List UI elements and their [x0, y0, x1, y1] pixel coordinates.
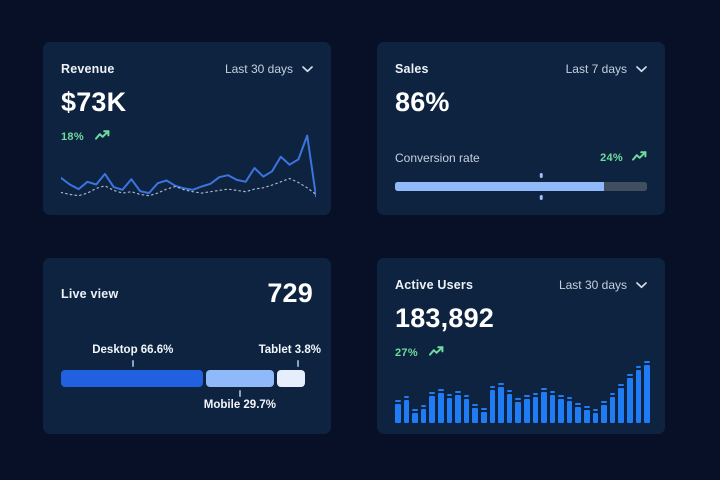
user-bar: [395, 399, 401, 423]
user-bar: [609, 392, 616, 423]
sales-card-title: Sales: [395, 62, 429, 76]
live-view-title: Live view: [61, 286, 119, 301]
tablet-segment-label: Tablet 3.8%: [258, 344, 321, 356]
active-users-title: Active Users: [395, 278, 474, 292]
user-bar: [618, 384, 625, 423]
revenue-card-title: Revenue: [61, 62, 115, 76]
conversion-rate-row: Conversion rate 24%: [395, 149, 647, 167]
user-bar: [532, 392, 539, 423]
user-bar: [627, 373, 633, 423]
live-view-header: Live view 729: [61, 278, 313, 309]
user-bar: [506, 390, 513, 423]
trend-up-icon: [94, 128, 110, 146]
conversion-delta-badge: 24%: [600, 149, 647, 167]
mobile-tick: [238, 390, 241, 397]
revenue-line-chart: [61, 128, 316, 202]
desktop-segment: [61, 370, 203, 387]
revenue-chart-svg: [61, 134, 316, 198]
revenue-value: $73K: [61, 87, 127, 117]
revenue-range-dropdown[interactable]: Last 30 days: [225, 62, 313, 76]
live-view-value: 729: [267, 278, 313, 308]
chevron-down-icon: [302, 65, 313, 73]
revenue-delta-value: 18%: [61, 131, 84, 143]
progress-fill: [395, 182, 605, 191]
sales-range-label: Last 7 days: [565, 62, 627, 76]
revenue-delta-badge: 18%: [61, 128, 313, 146]
progress-target-marker: [539, 195, 543, 200]
user-bar: [480, 408, 487, 423]
active-users-card: Active Users Last 30 days 183,892 27%: [377, 258, 665, 434]
active-users-range-label: Last 30 days: [558, 278, 627, 292]
conversion-rate-label: Conversion rate: [395, 151, 480, 165]
user-bar: [549, 390, 556, 423]
trend-up-icon: [632, 149, 647, 167]
desktop-tick: [131, 360, 134, 367]
user-bar: [437, 388, 444, 423]
revenue-current-line: [61, 134, 316, 198]
live-view-card: Live view 729 Desktop 66.6% Tablet 3.8% …: [43, 258, 331, 434]
mobile-segment-label: Mobile 29.7%: [203, 399, 277, 411]
user-bar: [446, 393, 453, 423]
user-bar: [523, 395, 530, 423]
user-bar: [420, 404, 427, 423]
user-bar: [455, 391, 461, 423]
sales-card: Sales Last 7 days 86% Conversion rate 24…: [377, 42, 665, 215]
sales-range-dropdown[interactable]: Last 7 days: [566, 62, 647, 76]
conversion-progress-bar: [395, 173, 647, 200]
user-bar: [403, 395, 410, 423]
user-bar: [558, 394, 564, 423]
active-users-delta-value: 27%: [395, 347, 418, 359]
active-users-range-dropdown[interactable]: Last 30 days: [559, 278, 647, 292]
progress-target-marker: [539, 173, 543, 178]
device-split-bar: [61, 370, 313, 387]
user-bar: [429, 392, 435, 423]
user-bar: [515, 397, 521, 423]
user-bar: [592, 408, 599, 423]
mobile-segment: [205, 370, 275, 387]
revenue-range-label: Last 30 days: [224, 62, 293, 76]
conversion-delta-value: 24%: [600, 152, 623, 164]
active-users-bar-chart: [395, 357, 650, 423]
user-bar: [541, 388, 547, 423]
user-bar: [472, 403, 478, 423]
user-bar: [412, 409, 418, 423]
revenue-card-header: Revenue Last 30 days: [61, 62, 313, 76]
tablet-segment: [277, 370, 306, 387]
user-bar: [575, 402, 582, 423]
revenue-previous-line: [61, 177, 316, 197]
sales-card-header: Sales Last 7 days: [395, 62, 647, 76]
active-users-value: 183,892: [395, 303, 494, 333]
user-bar: [601, 401, 607, 423]
user-bar: [489, 385, 496, 423]
user-bar: [463, 394, 470, 423]
user-bar: [644, 361, 650, 423]
trend-up-icon: [428, 344, 444, 362]
revenue-card: Revenue Last 30 days $73K 18%: [43, 42, 331, 215]
chevron-down-icon: [636, 65, 647, 73]
tablet-tick: [296, 360, 299, 367]
active-users-card-header: Active Users Last 30 days: [395, 278, 647, 292]
user-bar: [566, 397, 573, 423]
active-users-delta-badge: 27%: [395, 344, 647, 362]
device-split-chart: Desktop 66.6% Tablet 3.8% Mobile 29.7%: [61, 344, 321, 414]
progress-track: [395, 182, 647, 191]
user-bar: [584, 406, 590, 423]
chevron-down-icon: [636, 281, 647, 289]
user-bar: [498, 383, 504, 423]
desktop-segment-label: Desktop 66.6%: [92, 344, 174, 356]
user-bar: [635, 365, 642, 423]
sales-value: 86%: [395, 87, 450, 117]
